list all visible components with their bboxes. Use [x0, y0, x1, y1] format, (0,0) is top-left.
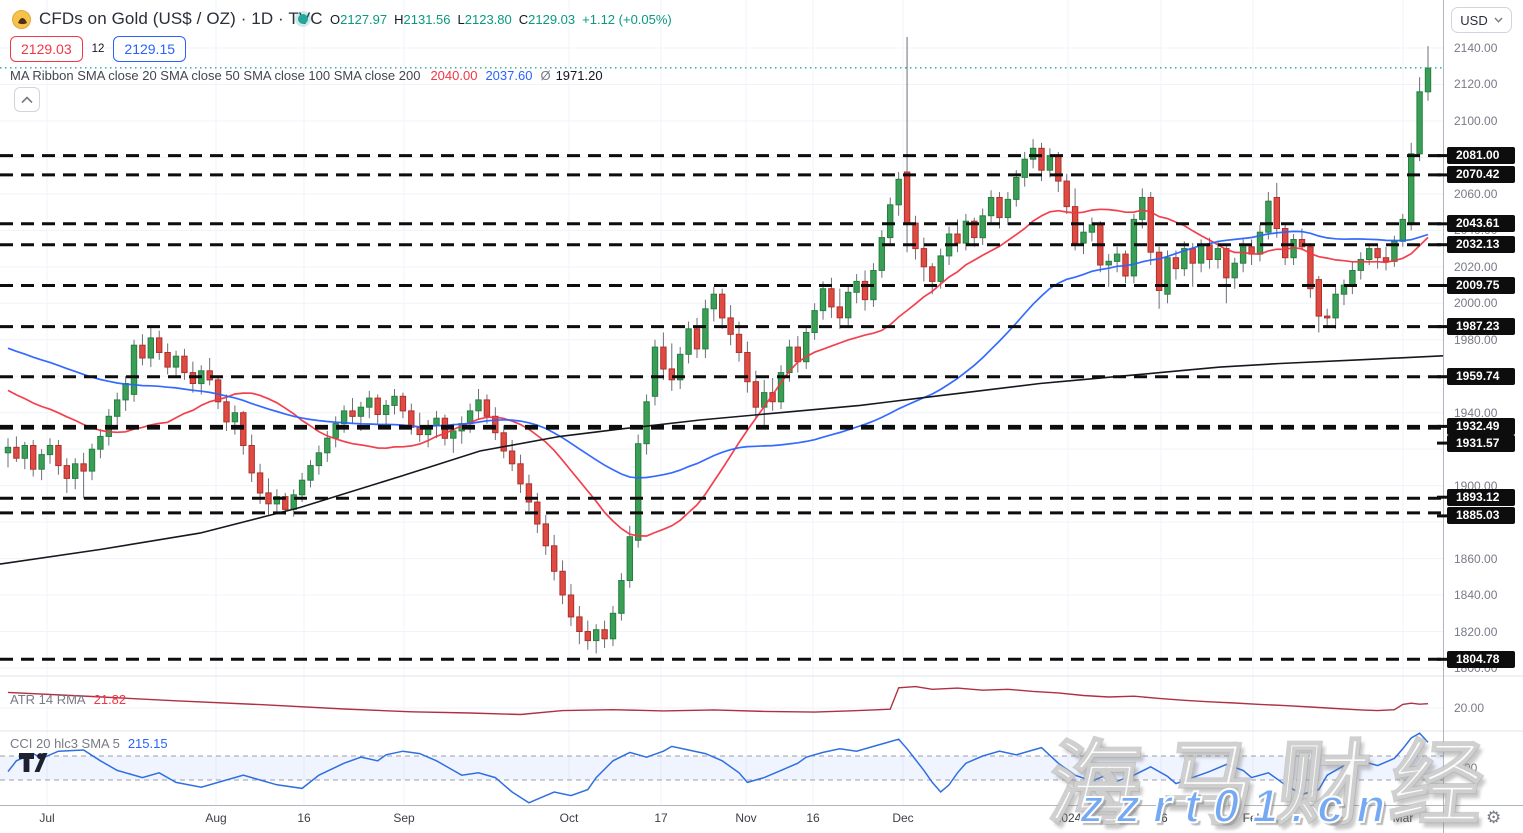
ohlc-readout: O2127.97 H2131.56 L2123.80 C2129.03 +1.12 (+…	[330, 12, 679, 27]
buy-price-button[interactable]: 2129.15	[113, 36, 187, 62]
chevron-up-icon	[21, 95, 33, 103]
price-tick-label: 1860.00	[1454, 552, 1498, 566]
time-axis[interactable]: Jul Aug 16 Sep Oct 17 Nov 16 Dec 2024 16 Feb Mar	[0, 806, 1443, 833]
atr-label: ATR 14 RMA	[10, 692, 86, 707]
time-tick-label: Nov	[735, 811, 757, 825]
time-tick-label: 16	[806, 811, 820, 825]
chevron-down-icon	[1494, 17, 1503, 23]
time-tick-label: 16	[297, 811, 311, 825]
gear-icon[interactable]: ⚙	[1486, 808, 1502, 828]
price-level-label[interactable]: 1804.78	[1447, 651, 1515, 668]
price-level-label[interactable]: 2009.75	[1447, 277, 1515, 294]
sma50-value: 2037.60	[485, 68, 533, 83]
price-level-label[interactable]: 1931.57	[1447, 435, 1515, 452]
low-label: L	[457, 12, 465, 27]
price-tick-label: 1820.00	[1454, 625, 1498, 639]
price-tick-label: 1980.00	[1454, 333, 1498, 347]
price-level-label[interactable]: 1932.49	[1447, 418, 1515, 435]
price-tick-label: 2020.00	[1454, 260, 1498, 274]
price-tick-label: 2000.00	[1454, 296, 1498, 310]
open-label: O	[330, 12, 341, 27]
symbol-title[interactable]: CFDs on Gold (US$ / OZ) · 1D · TVC	[39, 9, 323, 28]
price-level-label[interactable]: 1987.23	[1447, 318, 1515, 335]
time-tick-label: Mar	[1392, 811, 1414, 825]
time-tick-label: Dec	[892, 811, 914, 825]
gridlines	[0, 0, 1443, 805]
close-value: 2129.03	[528, 12, 576, 27]
atr-value: 21.82	[93, 692, 127, 707]
sma200-value: 1971.20	[555, 68, 603, 83]
price-level-label[interactable]: 2070.42	[1447, 166, 1515, 183]
time-tick-label: Aug	[205, 811, 227, 825]
cci-band	[0, 755, 1443, 781]
cci-axis-label: 0.00	[1454, 761, 1478, 775]
open-value: 2127.97	[340, 12, 388, 27]
ma-ribbon-lines	[0, 208, 1444, 565]
currency-dropdown[interactable]: USD	[1451, 7, 1512, 33]
ma-ribbon-title: MA Ribbon SMA close 20 SMA close 50 SMA …	[10, 68, 421, 83]
time-tick-label: Oct	[559, 811, 579, 825]
quote-row: 2129.03 12 2129.15	[10, 36, 187, 62]
time-tick-label: 16	[1154, 811, 1168, 825]
time-tick-label: Feb	[1242, 811, 1264, 825]
low-value: 2123.80	[464, 12, 512, 27]
collapse-legend-button[interactable]	[14, 87, 40, 112]
price-scale[interactable]: 2140.002120.002100.002060.002040.002020.…	[1444, 0, 1523, 833]
high-value: 2131.56	[403, 12, 451, 27]
support-resistance-lines[interactable]	[0, 154, 1443, 661]
price-tick-label: 2060.00	[1454, 187, 1498, 201]
ma-ribbon-legend[interactable]: MA Ribbon SMA close 20 SMA close 50 SMA …	[10, 68, 603, 83]
chart-header: CFDs on Gold (US$ / OZ) · 1D · TVC	[12, 8, 323, 30]
price-level-label[interactable]: 2081.00	[1447, 147, 1515, 164]
price-level-label[interactable]: 1893.12	[1447, 489, 1515, 506]
time-tick-label: 17	[654, 811, 668, 825]
close-label: C	[518, 12, 529, 27]
candles-layer	[4, 37, 1432, 654]
price-tick-label: 2140.00	[1454, 41, 1498, 55]
time-tick-label: Jul	[39, 811, 55, 825]
price-tick-label: 2100.00	[1454, 114, 1498, 128]
change-value: +1.12 (+0.05%)	[582, 12, 672, 27]
price-tick-label: 1940.00	[1454, 406, 1498, 420]
price-level-label[interactable]: 1885.03	[1447, 507, 1515, 524]
spread-value: 12	[91, 43, 105, 55]
atr-pane-legend[interactable]: ATR 14 RMA 21.82	[10, 692, 126, 707]
price-level-label[interactable]: 2043.61	[1447, 215, 1515, 232]
cci-value: 215.15	[127, 736, 168, 751]
cci-pane-legend[interactable]: CCI 20 hlc3 SMA 5 215.15	[10, 736, 168, 751]
atr-axis-label: 20.00	[1454, 701, 1485, 715]
sma20-value: 2040.00	[430, 68, 478, 83]
time-tick-label: Sep	[393, 811, 415, 825]
price-tick-label: 1840.00	[1454, 588, 1498, 602]
high-label: H	[394, 12, 404, 27]
currency-value: USD	[1460, 12, 1488, 28]
cci-line	[7, 732, 1429, 804]
price-level-label[interactable]: 1959.74	[1447, 368, 1515, 385]
time-tick-label: 2024	[1054, 811, 1082, 825]
price-level-ticks	[1437, 154, 1451, 661]
tradingview-logo-icon[interactable]	[18, 752, 48, 773]
gold-symbol-icon	[12, 9, 31, 29]
sell-price-button[interactable]: 2129.03	[10, 36, 83, 62]
cci-label: CCI 20 hlc3 SMA 5	[10, 736, 120, 751]
average-symbol: Ø	[540, 68, 551, 83]
price-tick-label: 2120.00	[1454, 77, 1498, 91]
price-level-label[interactable]: 2032.13	[1447, 236, 1515, 253]
market-status-dot[interactable]	[298, 14, 308, 24]
atr-line	[7, 685, 1429, 716]
